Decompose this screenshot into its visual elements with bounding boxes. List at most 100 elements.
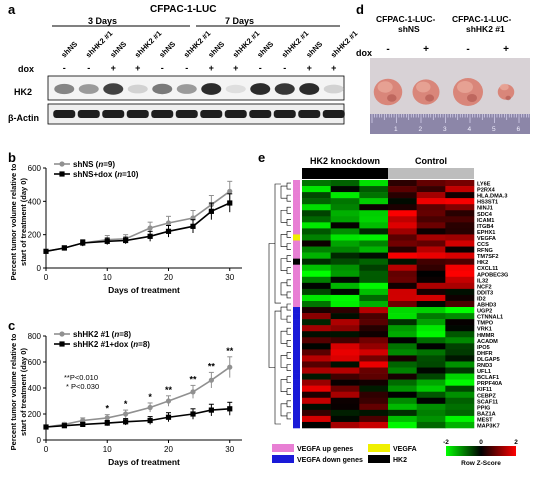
hk2-band (103, 83, 124, 95)
heatmap-cell (359, 294, 389, 302)
heatmap-cell (445, 403, 475, 411)
heatmap-cell (445, 210, 475, 217)
heatmap-cell (359, 313, 389, 320)
ruler-number: 2 (419, 126, 423, 133)
gene-label: PRPF40A (477, 381, 502, 387)
heatmap-cell (416, 180, 446, 187)
heatmap-cell (445, 294, 475, 302)
gene-label: HMMR (477, 333, 494, 339)
gene-group-bar (293, 240, 300, 247)
heatmap-cell (445, 319, 475, 326)
heatmap-cell (330, 216, 360, 223)
colorbar-tick: -2 (443, 439, 449, 446)
dendrogram-branch (280, 379, 287, 393)
gene-group-bar (293, 391, 300, 399)
heatmap-cell (302, 391, 331, 399)
heatmap-cell (302, 252, 331, 259)
ruler-number: 3 (443, 126, 447, 133)
lane-label: shNS (59, 39, 79, 59)
data-point (147, 225, 153, 231)
x-tick-label: 30 (225, 273, 234, 282)
heatmap-cell (445, 385, 475, 393)
heatmap-cell (416, 325, 446, 332)
heatmap-cell (359, 300, 389, 308)
heatmap-cell (388, 421, 417, 429)
heatmap-cell (445, 234, 475, 241)
heatmap-cell (445, 228, 475, 235)
gene-group-bar (293, 367, 300, 374)
heatmap-cell (388, 240, 417, 247)
dendrogram-branch (286, 376, 291, 383)
heatmap-cell (302, 397, 331, 405)
heatmap-cell (330, 186, 360, 193)
heatmap-cell (359, 288, 389, 296)
gene-group-bar (293, 210, 300, 217)
ruler-number: 6 (517, 126, 521, 133)
heatmap-cell (416, 216, 446, 223)
photo-col2-line1: CFPAC-1-LUC- (452, 14, 512, 24)
gene-group-bar (293, 288, 300, 296)
heatmap-cell (388, 331, 417, 338)
heatmap-cell (388, 355, 417, 362)
dendrogram-branch (280, 282, 287, 296)
heatmap-cell (330, 234, 360, 241)
heatmap-cell (416, 222, 446, 229)
heatmap-cell (359, 397, 389, 405)
gene-label: CTNNAL1 (477, 315, 503, 321)
heatmap-cell (302, 192, 331, 199)
series-line (45, 366, 231, 428)
y-axis-label: start of treatment (day 0) (19, 178, 28, 266)
legend-label: shHK2 #1+dox (n=8) (73, 340, 150, 349)
dendrogram-branch (280, 185, 287, 199)
heatmap-cell (359, 234, 389, 241)
heatmap-cell (359, 319, 389, 326)
gene-label: TMPO (477, 321, 494, 327)
dendrogram-branch (286, 231, 291, 238)
dendrogram-branch (286, 255, 291, 262)
heatmap-cell (445, 337, 475, 344)
heatmap-cell (445, 204, 475, 211)
data-point (123, 237, 129, 244)
x-tick-label: 30 (225, 445, 234, 454)
photo-dox-value: + (423, 44, 429, 55)
heatmap-cell (330, 391, 360, 399)
data-point (123, 411, 129, 417)
heatmap-cell (359, 258, 389, 265)
heatmap-cell (388, 349, 417, 356)
hk2-band (152, 83, 173, 95)
data-point (80, 240, 86, 246)
dendrogram-branch (280, 234, 287, 247)
photo-dox-value: - (466, 44, 469, 55)
dendrogram-branch (286, 291, 291, 299)
gene-label: HK2 (477, 260, 488, 266)
blot-title: CFPAC-1-LUC (150, 4, 217, 15)
heatmap-cell (388, 307, 417, 314)
gene-group-bar (293, 331, 300, 338)
heatmap-cell (330, 397, 360, 405)
panel-e-label: e (258, 150, 266, 165)
heatmap-cell (445, 391, 475, 399)
heatmap-cell (388, 397, 417, 405)
heatmap-cell (445, 325, 475, 332)
control-header: Control (415, 156, 447, 166)
heatmap-cell (445, 216, 475, 223)
hk2-band (176, 84, 197, 94)
heatmap-cell (416, 252, 446, 259)
heatmap-cell (330, 349, 360, 356)
dox-value: + (307, 63, 312, 73)
hk2-blot-label: HK2 (14, 87, 33, 97)
heatmap-cell (359, 361, 389, 368)
data-point (227, 200, 233, 206)
gene-group-bar (293, 355, 300, 362)
legend-text: VEGFA down genes (297, 457, 363, 464)
gene-label: SDC4 (477, 212, 493, 218)
actin-blot-label: β-Actin (8, 113, 39, 123)
heatmap-cell (388, 234, 417, 241)
gene-label: ABHD3 (477, 303, 496, 309)
group-3days-label: 3 Days (88, 16, 118, 26)
heatmap-cell (359, 337, 389, 344)
data-point (190, 411, 196, 417)
heatmap-cell (330, 373, 360, 380)
heatmap-cell (388, 198, 417, 205)
heatmap-cell (359, 391, 389, 399)
